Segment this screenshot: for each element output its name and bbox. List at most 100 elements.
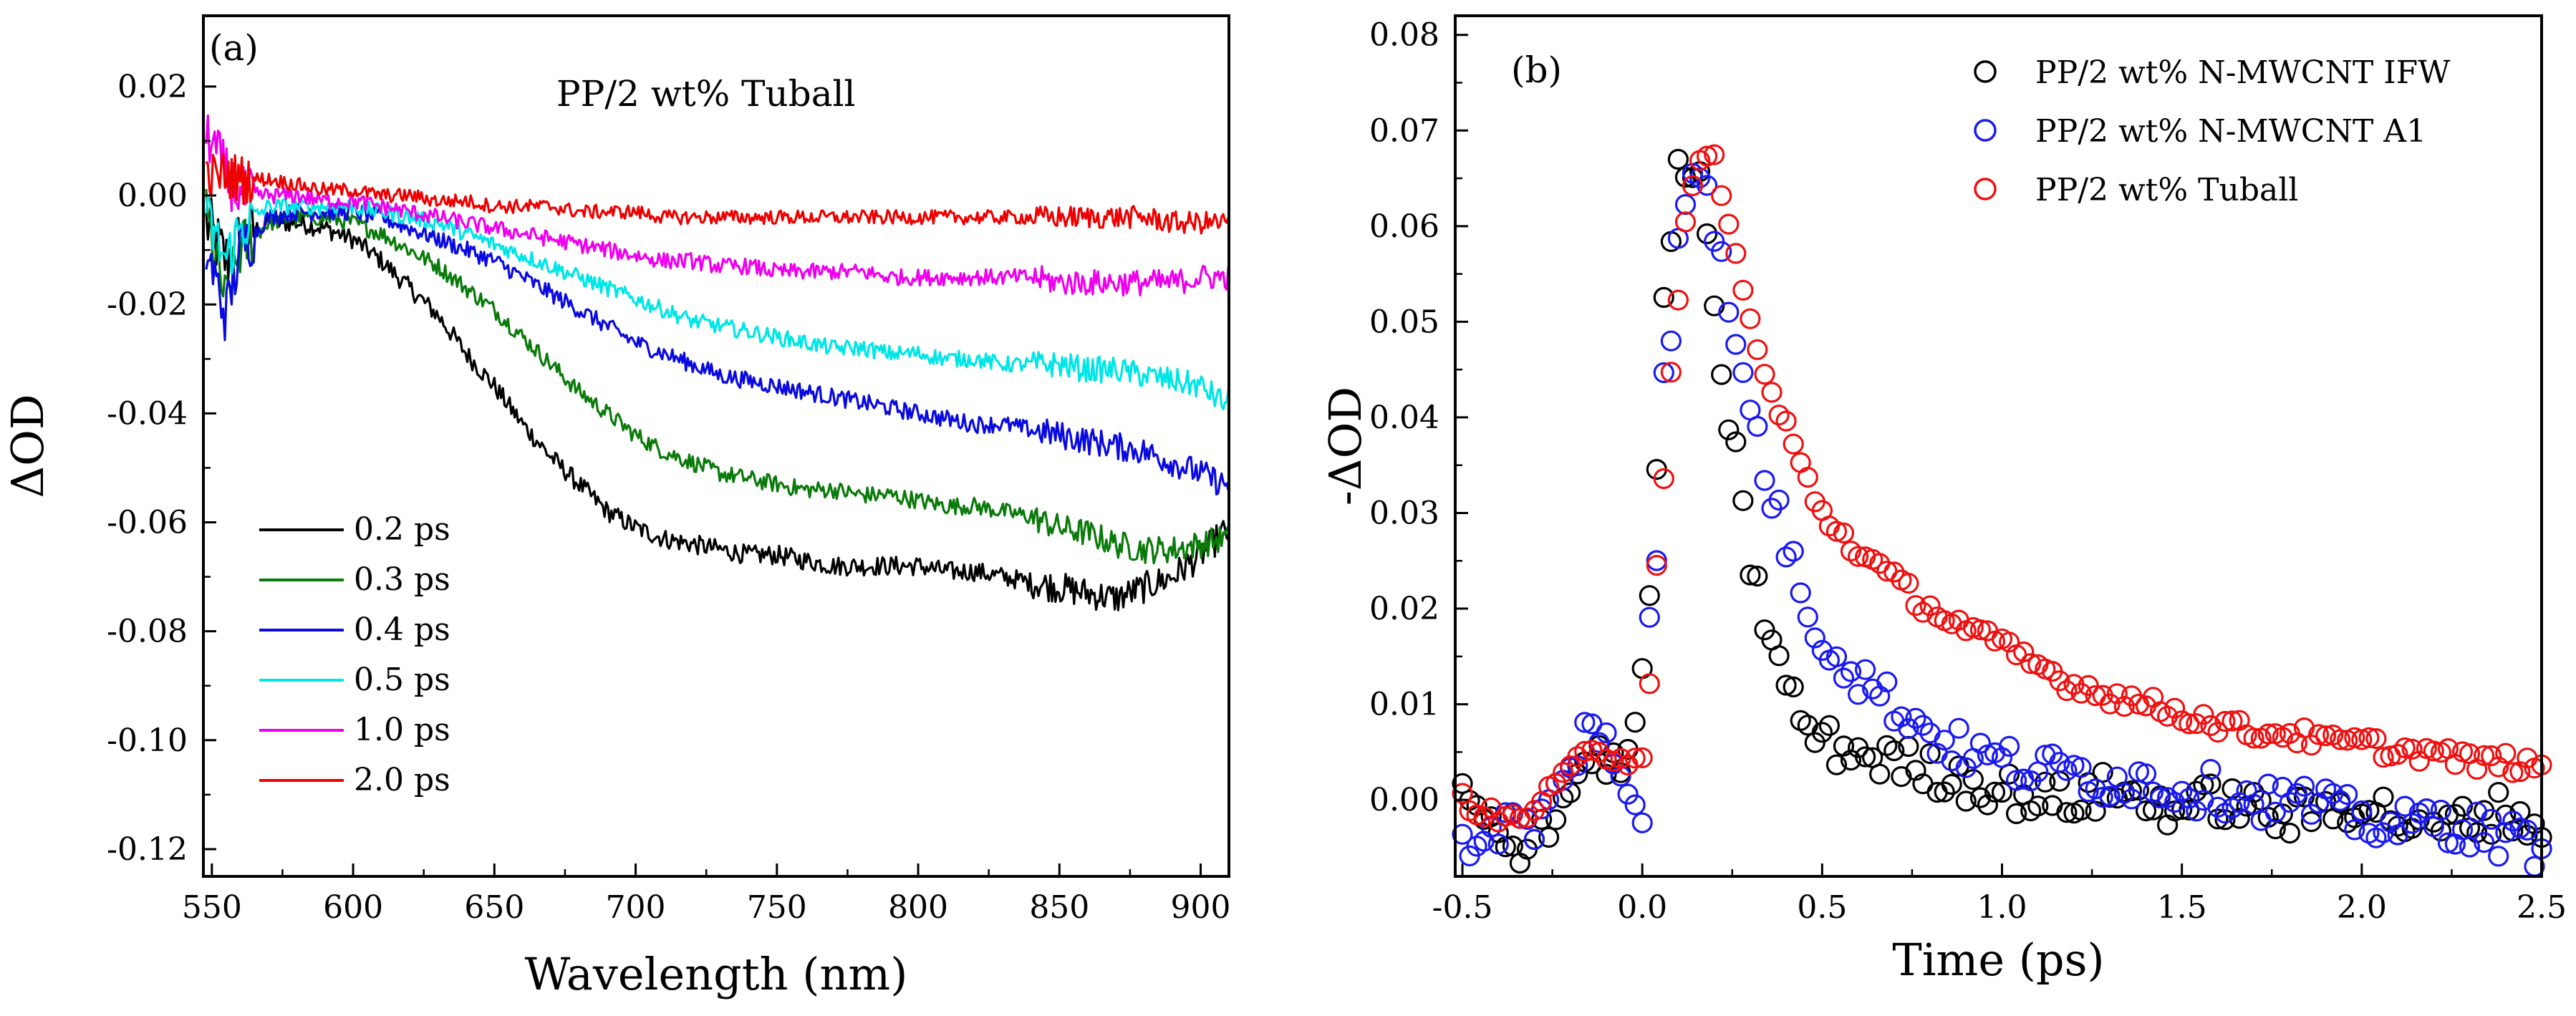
data-point xyxy=(1732,490,1754,511)
legend-marker xyxy=(1974,119,1997,142)
data-point xyxy=(1905,707,1926,729)
data-point xyxy=(2387,824,2408,846)
data-point xyxy=(2365,727,2387,750)
y-tick-label: -0.10 xyxy=(107,722,188,759)
data-point xyxy=(1869,763,1891,785)
data-point xyxy=(1639,585,1660,606)
data-point xyxy=(2474,745,2495,766)
data-point xyxy=(2207,808,2229,830)
series-line-0_5-ps xyxy=(205,195,1230,411)
data-point xyxy=(2315,725,2337,747)
x-tick-label: 2.5 xyxy=(2517,889,2567,926)
data-point xyxy=(1502,835,1523,857)
data-point xyxy=(2121,788,2142,810)
data-point xyxy=(1999,735,2020,758)
data-point xyxy=(2430,799,2451,821)
data-point xyxy=(2373,786,2394,808)
data-point xyxy=(1898,572,1919,594)
panel-b-x-ticks: -0.5 0.0 0.5 1.0 1.5 2.0 2.5 xyxy=(1432,863,2567,926)
data-point xyxy=(2337,783,2358,805)
data-point xyxy=(1775,410,1797,432)
data-point xyxy=(2264,801,2286,823)
data-point xyxy=(2214,809,2236,831)
data-point xyxy=(1840,661,1862,682)
data-point xyxy=(1667,148,1689,170)
data-point xyxy=(1977,794,1998,816)
data-point xyxy=(1487,833,1509,855)
data-point xyxy=(2200,758,2222,780)
y-tick-label: -0.08 xyxy=(107,614,188,650)
panel-a-frame xyxy=(202,14,1230,878)
data-point xyxy=(1631,747,1653,769)
legend-label: 0.2 ps xyxy=(354,511,450,548)
data-point xyxy=(2135,763,2157,785)
data-point xyxy=(2186,800,2207,822)
x-tick-label: 0.0 xyxy=(1617,889,1667,926)
y-tick-label: 0.04 xyxy=(1369,400,1439,436)
data-point xyxy=(2207,796,2229,818)
data-point xyxy=(2257,773,2279,795)
data-point xyxy=(2517,819,2538,841)
data-point xyxy=(1768,489,1790,511)
data-point xyxy=(1516,807,1538,828)
data-point xyxy=(1740,308,1761,329)
data-point xyxy=(2401,813,2423,834)
data-point xyxy=(1523,828,1545,851)
legend-label: 2.0 ps xyxy=(354,762,450,798)
panel-a-x-ticks: 550 600 650 700 750 800 850 900 xyxy=(182,863,1231,926)
data-point xyxy=(2035,771,2056,793)
panel-b-x-axis-label: Time (ps) xyxy=(1892,934,2104,986)
y-tick-label: 0.02 xyxy=(1369,591,1439,627)
data-point xyxy=(2006,803,2027,825)
data-point xyxy=(2444,754,2466,775)
data-point xyxy=(2149,787,2171,809)
y-tick-label: 0.05 xyxy=(1369,304,1439,340)
data-point xyxy=(1969,619,1991,641)
data-point xyxy=(1697,145,1718,167)
data-point xyxy=(2113,695,2135,717)
data-point xyxy=(2092,786,2113,808)
data-point xyxy=(2106,683,2128,705)
data-point xyxy=(2300,735,2322,756)
panel-b-frame xyxy=(1454,14,2543,878)
data-point xyxy=(2322,783,2344,804)
data-point xyxy=(1775,546,1797,568)
data-point xyxy=(1574,740,1596,763)
data-point xyxy=(1682,175,1704,196)
data-point xyxy=(2344,819,2365,841)
data-point xyxy=(1955,790,1977,812)
data-point xyxy=(2250,810,2272,831)
x-tick-label: 750 xyxy=(747,889,807,926)
data-point xyxy=(1991,747,2013,768)
data-point xyxy=(1876,671,1898,693)
data-point xyxy=(2099,693,2121,715)
data-point xyxy=(2401,738,2423,760)
data-point xyxy=(1783,541,1804,562)
data-point xyxy=(1883,740,1905,762)
data-point xyxy=(1653,468,1674,490)
data-point xyxy=(2013,641,2035,663)
data-point xyxy=(2408,750,2430,772)
data-point xyxy=(2113,783,2135,804)
data-point xyxy=(1811,722,1833,743)
data-point xyxy=(1660,362,1682,383)
data-point xyxy=(1718,301,1740,323)
data-point xyxy=(1768,405,1790,426)
data-point xyxy=(2056,679,2078,702)
data-point xyxy=(1718,419,1740,440)
data-point xyxy=(2488,782,2509,803)
data-point xyxy=(1596,722,1617,744)
legend-marker xyxy=(1974,60,1997,83)
data-point xyxy=(1639,673,1660,695)
data-point xyxy=(1603,742,1624,764)
data-point xyxy=(1783,433,1804,455)
data-point xyxy=(2373,822,2394,843)
data-point xyxy=(1452,783,1473,804)
data-point xyxy=(1747,415,1768,437)
data-point xyxy=(1941,773,1962,795)
data-point xyxy=(2358,727,2380,748)
data-point xyxy=(2495,742,2517,764)
x-tick-label: 600 xyxy=(323,889,383,926)
data-point xyxy=(2193,704,2214,725)
